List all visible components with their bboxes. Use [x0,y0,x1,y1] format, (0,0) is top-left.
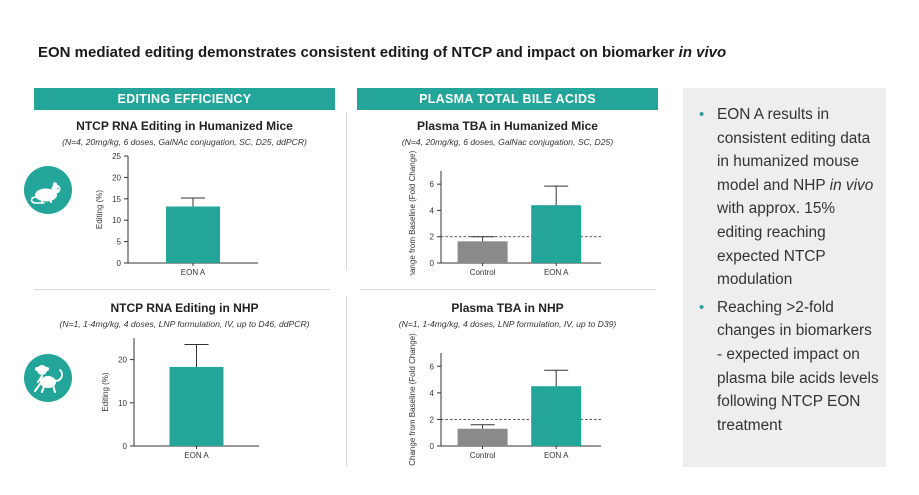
y-tick-label: 6 [430,362,435,371]
x-tick-label: Control [470,268,496,276]
nhp-tba-title: Plasma TBA in NHP [451,301,564,315]
summary-bullet-2: • Reaching >2-fold changes in biomarkers … [699,296,879,438]
summary-bullet-1-part-b: with approx. 15% editing reaching expect… [717,200,836,289]
bar-eon-a [166,206,220,263]
x-tick-label: EON A [544,268,569,276]
plasma-tba-header: PLASMA TOTAL BILE ACIDS [357,88,658,110]
summary-bullet-1-emphasis: in vivo [829,176,874,194]
horizontal-divider-left [34,289,330,290]
mouse-editing-title: NTCP RNA Editing in Humanized Mice [76,119,293,133]
y-tick-label: 20 [112,173,121,182]
y-axis-label: Editing (%) [95,190,104,229]
mouse-tba-chart: 0 2 4 6 Change from Baseline (Fold Change) Co… [408,150,601,276]
mouse-tba-title: Plasma TBA in Humanized Mice [417,119,598,133]
slide-title-emphasis: in vivo [678,44,727,61]
y-tick-label: 4 [430,389,435,398]
y-tick-label: 25 [112,152,121,161]
slide-title: EON mediated editing demonstrates consis… [38,44,726,61]
nhp-tba-subtitle: (N=1, 1-4mg/kg, 4 doses, LNP formulation… [398,319,617,329]
nhp-tba-chart: 0 2 4 6 Change from Baseline (Fold Change) Co… [408,333,601,466]
vertical-divider-top [346,112,347,270]
y-tick-label: 15 [112,195,121,204]
bar-control [457,241,508,263]
y-tick-label: 2 [430,415,435,424]
y-tick-label: 0 [430,442,435,451]
mouse-editing-subtitle: (N=4, 20mg/kg, 6 doses, GalNAc conjugati… [62,137,307,147]
bar-control [457,428,508,446]
mouse-editing-chart: 0 5 10 15 20 25 Editing (%) EON A [95,152,258,276]
vertical-divider-bottom [346,296,347,466]
x-tick-label: EON A [181,268,206,276]
editing-efficiency-header: EDITING EFFICIENCY [34,88,335,110]
mouse-tba-panel: Plasma TBA in Humanized Mice (N=4, 20mg/… [357,116,658,276]
slide-title-main: EON mediated editing demonstrates consis… [38,44,679,61]
mouse-icon [24,166,72,214]
y-axis-label: Change from Baseline (Fold Change) [408,333,417,466]
y-tick-label: 5 [117,238,122,247]
y-tick-label: 4 [430,206,435,215]
nhp-editing-title: NTCP RNA Editing in NHP [110,301,259,315]
nhp-editing-chart: 0 10 20 Editing (%) EON A [101,338,259,460]
bar-eon-a [531,205,582,263]
y-tick-label: 20 [118,356,127,365]
x-tick-label: EON A [184,451,209,460]
summary-bullet-1: • EON A results in consistent editing dat… [699,103,879,292]
y-tick-label: 2 [430,233,435,242]
bar-eon-a [169,366,224,446]
nhp-editing-subtitle: (N=1, 1-4mg/kg, 4 doses, LNP formulation… [59,319,310,329]
mouse-tba-subtitle: (N=4, 20mg/kg, 6 doses, GalNac conjugati… [401,137,614,147]
nhp-editing-panel: NTCP RNA Editing in NHP (N=1, 1-4mg/kg, … [34,298,335,466]
horizontal-divider-right [360,289,656,290]
y-axis-label: Editing (%) [101,372,110,411]
y-tick-label: 10 [118,399,127,408]
bullet-dot-icon: • [699,106,705,123]
y-tick-label: 10 [112,216,121,225]
summary-bullet-1-part-a: EON A results in consistent editing data… [717,106,871,194]
summary-bullet-2-text: Reaching >2-fold changes in biomarkers -… [717,298,879,434]
y-axis-label: Change from Baseline (Fold Change) [408,150,417,276]
y-tick-label: 0 [123,442,128,451]
nhp-tba-panel: Plasma TBA in NHP (N=1, 1-4mg/kg, 4 dose… [357,298,658,466]
bullet-dot-icon: • [699,298,705,316]
mouse-editing-panel: NTCP RNA Editing in Humanized Mice (N=4,… [34,116,335,276]
x-tick-label: Control [470,451,496,460]
y-tick-label: 0 [430,259,435,268]
x-tick-label: EON A [544,451,569,460]
monkey-icon [24,354,72,402]
y-tick-label: 6 [430,180,435,189]
summary-box: • EON A results in consistent editing dat… [683,88,886,467]
y-tick-label: 0 [117,259,122,268]
bar-eon-a [531,386,582,446]
